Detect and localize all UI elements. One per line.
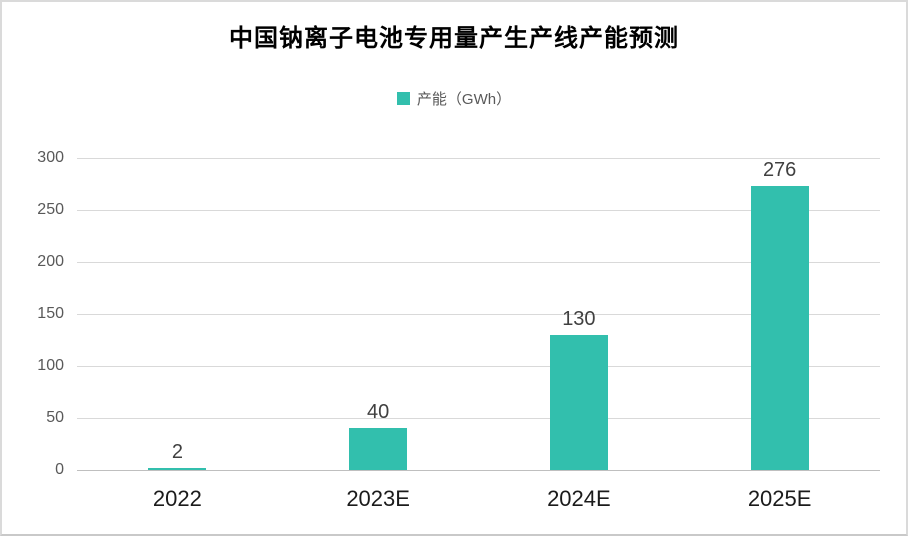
bar-slot-2024e: 130 xyxy=(479,158,680,470)
bar-2022 xyxy=(148,467,207,470)
plot-area: 2 40 130 276 xyxy=(77,158,880,471)
bar-slot-2025e: 276 xyxy=(679,158,880,470)
value-label: 276 xyxy=(762,159,797,181)
y-tick-label-50: 50 xyxy=(46,409,64,426)
bar-slot-2022: 2 xyxy=(77,158,278,470)
y-tick-label-100: 100 xyxy=(37,357,64,374)
legend: 产能（GWh） xyxy=(2,88,906,109)
bar-2024e xyxy=(549,334,608,470)
chart-title: 中国钠离子电池专用量产生产线产能预测 xyxy=(229,26,679,52)
gridline-250 xyxy=(77,210,880,211)
gridline-100 xyxy=(77,366,880,367)
gridline-300 xyxy=(77,158,880,159)
bar-slot-2023e: 40 xyxy=(278,158,479,470)
y-tick-label-250: 250 xyxy=(37,201,64,218)
x-axis-label-2025e: 2025E xyxy=(747,486,812,511)
y-tick-label-0: 0 xyxy=(55,461,64,478)
bar-2023e xyxy=(349,428,408,470)
y-tick-label-300: 300 xyxy=(37,149,64,166)
y-tick-label-150: 150 xyxy=(37,305,64,322)
x-axis-label-2022: 2022 xyxy=(152,486,202,511)
value-label: 130 xyxy=(562,307,596,330)
legend-series-label: 产能（GWh） xyxy=(416,91,512,108)
gridline-50 xyxy=(77,418,880,419)
x-axis-line xyxy=(77,470,880,471)
y-tick-label-200: 200 xyxy=(37,253,64,270)
bar-2025e xyxy=(750,186,809,470)
value-label: 2 xyxy=(171,440,183,463)
gridline-200 xyxy=(77,262,880,263)
gridline-150 xyxy=(77,314,880,315)
x-axis-label-2024e: 2024E xyxy=(547,486,611,511)
legend-swatch-icon xyxy=(396,92,410,105)
x-axis-label-2023e: 2023E xyxy=(346,486,410,511)
bar-series: 2 40 130 276 xyxy=(77,158,880,470)
x-axis: 2022 2023E 2024E 2025E xyxy=(77,486,880,512)
value-label: 40 xyxy=(367,401,390,424)
